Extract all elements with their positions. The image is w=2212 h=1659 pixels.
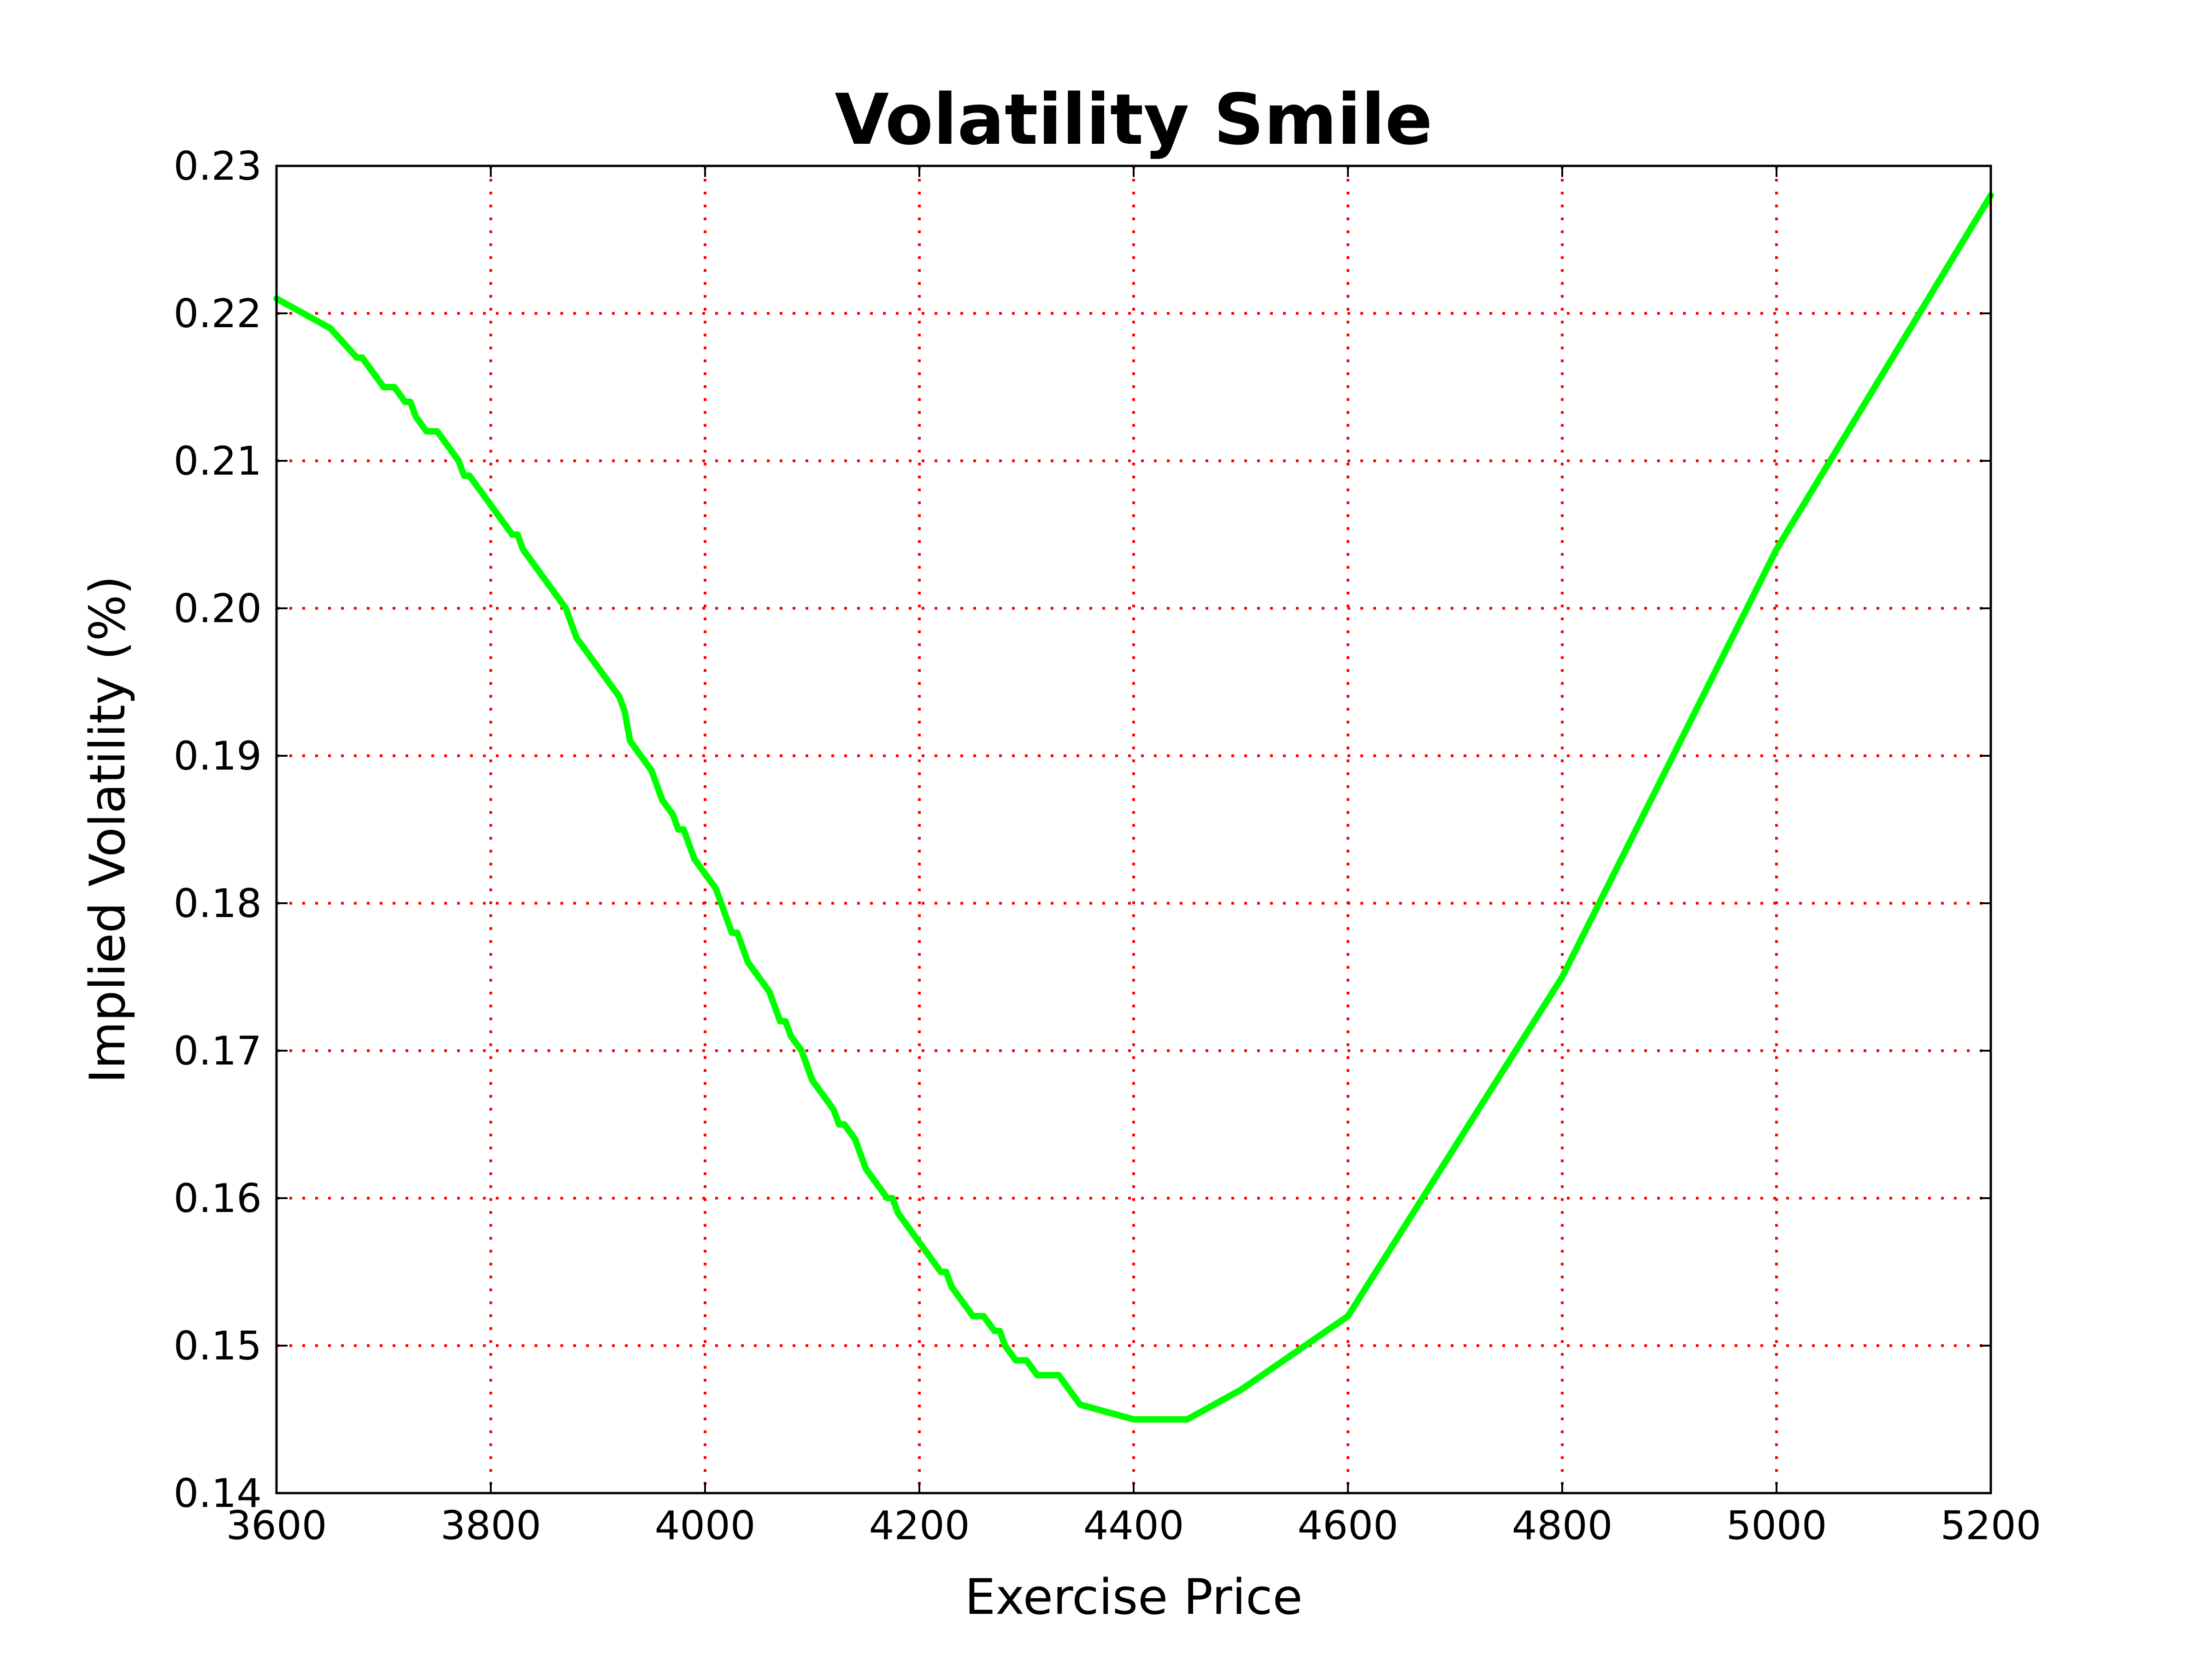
chart-title: Volatility Smile xyxy=(835,79,1432,160)
x-tick-label: 5000 xyxy=(1726,1503,1827,1549)
y-tick-label: 0.18 xyxy=(174,881,262,927)
y-tick-label: 0.15 xyxy=(174,1323,262,1369)
y-axis-label: Implied Volatility (%) xyxy=(79,576,136,1083)
y-tick-label: 0.20 xyxy=(174,586,262,632)
plot-background xyxy=(276,166,1991,1493)
y-tick-label: 0.14 xyxy=(174,1471,262,1517)
y-tick-label: 0.23 xyxy=(174,143,262,189)
implied-volatility-line xyxy=(273,192,1994,1423)
y-tick-label: 0.19 xyxy=(174,733,262,779)
x-axis-label: Exercise Price xyxy=(965,1569,1302,1625)
x-tick-label: 3600 xyxy=(226,1503,327,1549)
x-tick-label: 3800 xyxy=(441,1503,541,1549)
y-tick-label: 0.22 xyxy=(174,291,262,337)
x-tick-label: 4200 xyxy=(869,1503,970,1549)
x-tick-label: 4400 xyxy=(1083,1503,1184,1549)
x-tick-label: 4000 xyxy=(655,1503,756,1549)
y-tick-label: 0.16 xyxy=(174,1176,262,1222)
grid-layer xyxy=(276,166,1991,1493)
y-tick-label: 0.21 xyxy=(174,438,262,484)
x-tick-label: 4600 xyxy=(1298,1503,1399,1549)
tick-layer: 3600 3800 4000 4200 4400 4600 4800 5000 5200 0.14… xyxy=(174,143,2041,1549)
y-tick-label: 0.17 xyxy=(174,1028,262,1074)
x-tick-label: 5200 xyxy=(1941,1503,2041,1549)
x-tick-label: 4800 xyxy=(1512,1503,1613,1549)
series-layer xyxy=(273,192,1994,1423)
